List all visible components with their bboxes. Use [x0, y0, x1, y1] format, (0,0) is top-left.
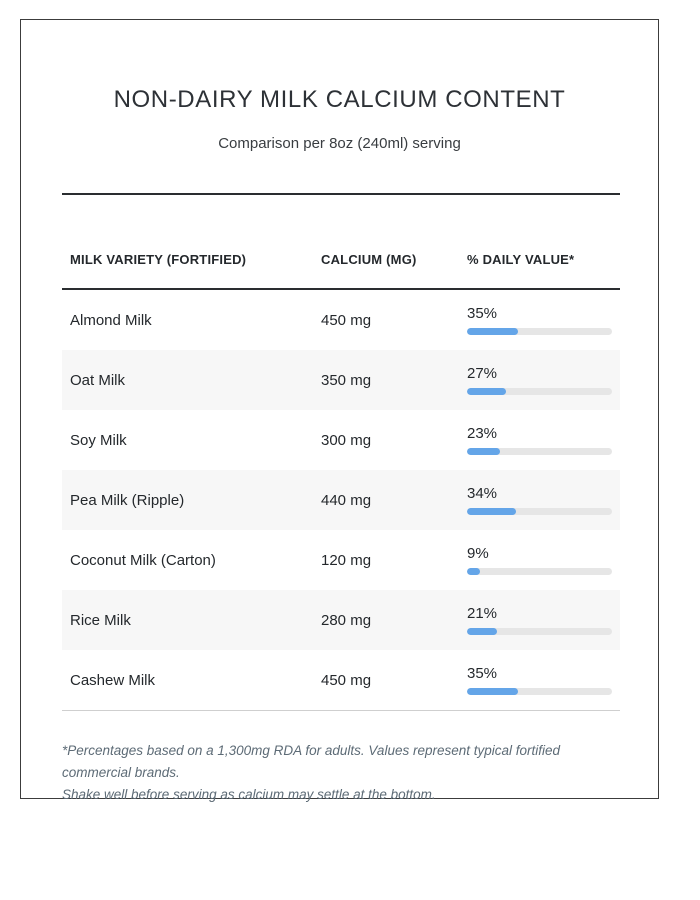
daily-value-label: 21%	[467, 605, 498, 622]
daily-value-label: 23%	[467, 425, 498, 442]
daily-value-cell: 35%	[467, 305, 620, 335]
daily-value-bar-track	[467, 328, 612, 335]
calcium-cell: 280 mg	[321, 611, 372, 629]
daily-value-bar-fill	[467, 628, 498, 635]
document-card: NON-DAIRY MILK CALCIUM CONTENT Compariso…	[20, 19, 659, 802]
table-row: Pea Milk (Ripple) 440 mg 34%	[62, 470, 620, 530]
table-row: Oat Milk 350 mg 27%	[62, 350, 620, 410]
column-header-calcium: CALCIUM (MG)	[321, 252, 417, 267]
footnote: *Percentages based on a 1,300mg RDA for …	[62, 740, 620, 806]
table-row: Coconut Milk (Carton) 120 mg 9%	[62, 530, 620, 590]
daily-value-label: 35%	[467, 305, 498, 322]
table-body: Almond Milk 450 mg 35% Oat Milk 350 mg 2…	[62, 290, 620, 711]
milk-variety-cell: Pea Milk (Ripple)	[70, 491, 185, 509]
daily-value-cell: 34%	[467, 485, 620, 515]
table-row: Rice Milk 280 mg 21%	[62, 590, 620, 650]
daily-value-cell: 9%	[467, 545, 620, 575]
milk-variety-cell: Cashew Milk	[70, 671, 156, 689]
table-row: Soy Milk 300 mg 23%	[62, 410, 620, 470]
footnote-line-1: *Percentages based on a 1,300mg RDA for …	[62, 743, 561, 780]
calcium-cell: 450 mg	[321, 671, 372, 689]
daily-value-bar-fill	[467, 568, 481, 575]
daily-value-bar-fill	[467, 508, 517, 515]
daily-value-bar-fill	[467, 688, 518, 695]
calcium-cell: 350 mg	[321, 371, 372, 389]
milk-variety-cell: Soy Milk	[70, 431, 127, 449]
milk-variety-cell: Coconut Milk (Carton)	[70, 551, 216, 569]
daily-value-bar-track	[467, 568, 612, 575]
daily-value-label: 35%	[467, 665, 498, 682]
table-row: Cashew Milk 450 mg 35%	[62, 650, 620, 710]
daily-value-label: 34%	[467, 485, 498, 502]
calcium-cell: 120 mg	[321, 551, 372, 569]
daily-value-bar-fill	[467, 328, 518, 335]
daily-value-bar-track	[467, 508, 612, 515]
page-title: NON-DAIRY MILK CALCIUM CONTENT	[113, 86, 566, 113]
daily-value-bar-fill	[467, 388, 507, 395]
daily-value-cell: 21%	[467, 605, 620, 635]
table-header-row: MILK VARIETY (FORTIFIED) CALCIUM (MG) % …	[62, 195, 620, 290]
daily-value-bar-track	[467, 628, 612, 635]
daily-value-label: 9%	[467, 545, 489, 562]
daily-value-bar-fill	[467, 448, 501, 455]
top-divider	[62, 193, 620, 195]
calcium-cell: 440 mg	[321, 491, 372, 509]
calcium-cell: 300 mg	[321, 431, 372, 449]
column-header-variety: MILK VARIETY (FORTIFIED)	[70, 252, 247, 267]
daily-value-label: 27%	[467, 365, 498, 382]
milk-variety-cell: Almond Milk	[70, 311, 152, 329]
calcium-table: MILK VARIETY (FORTIFIED) CALCIUM (MG) % …	[62, 195, 620, 711]
milk-variety-cell: Rice Milk	[70, 611, 131, 629]
table-row: Almond Milk 450 mg 35%	[62, 290, 620, 350]
daily-value-bar-track	[467, 388, 612, 395]
daily-value-cell: 23%	[467, 425, 620, 455]
column-header-daily-value: % DAILY VALUE*	[467, 252, 575, 267]
footnote-line-2: Shake well before serving as calcium may…	[62, 787, 436, 802]
calcium-cell: 450 mg	[321, 311, 372, 329]
daily-value-cell: 27%	[467, 365, 620, 395]
daily-value-bar-track	[467, 448, 612, 455]
daily-value-bar-track	[467, 688, 612, 695]
milk-variety-cell: Oat Milk	[70, 371, 126, 389]
page-subtitle: Comparison per 8oz (240ml) serving	[218, 135, 461, 152]
daily-value-cell: 35%	[467, 665, 620, 695]
